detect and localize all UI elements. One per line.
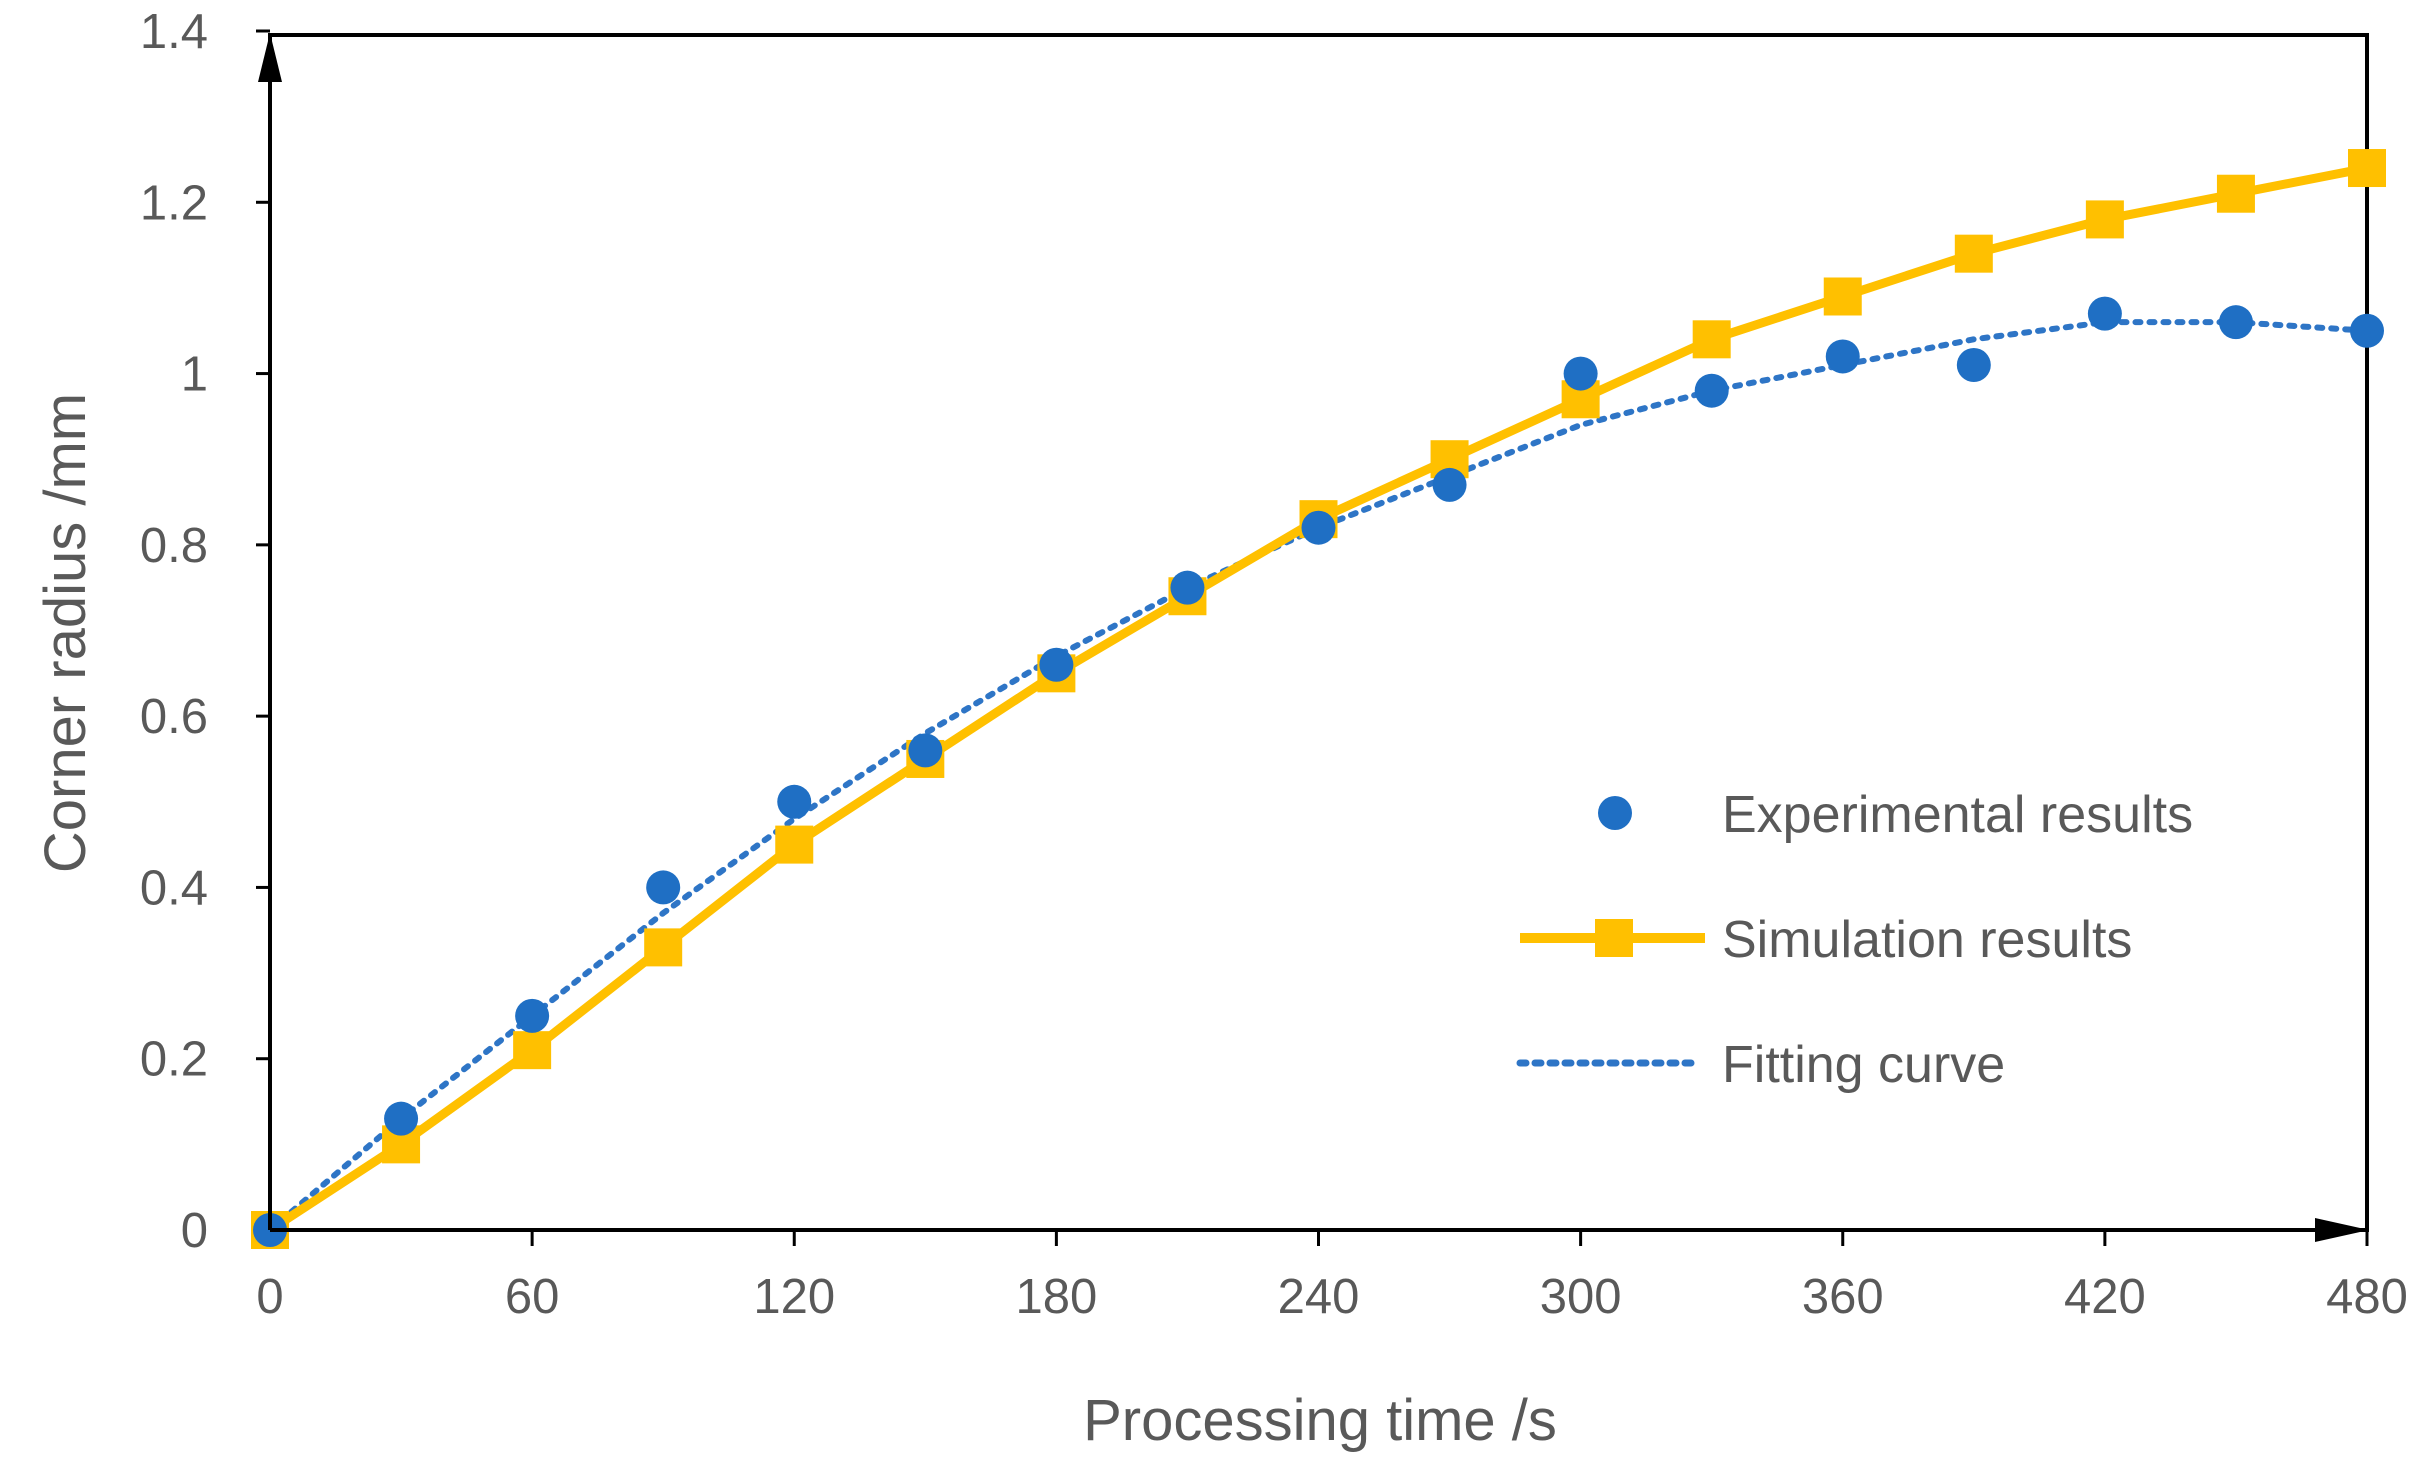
experimental-point (2087, 296, 2122, 331)
y-tick-label: 0.6 (140, 690, 208, 744)
experimental-point (1563, 356, 1598, 391)
x-tick-label: 120 (753, 1270, 835, 1324)
legend-label-experimental: Experimental results (1722, 786, 2193, 844)
experimental-point (1170, 570, 1205, 605)
legend-swatch-experimental (1598, 796, 1632, 830)
experimental-point (1956, 348, 1991, 383)
simulation-point (513, 1031, 552, 1070)
legend-label-fitting: Fitting curve (1722, 1036, 2005, 1094)
simulation-point (775, 825, 814, 864)
x-tick-label: 300 (1540, 1270, 1622, 1324)
experimental-point (2218, 305, 2253, 340)
simulation-point (1823, 277, 1862, 316)
experimental-point (1432, 467, 1467, 502)
experimental-point (908, 733, 943, 768)
experimental-point (1039, 647, 1074, 682)
experimental-point (646, 870, 681, 905)
simulation-point (644, 928, 683, 967)
y-tick-label: 1.2 (140, 176, 208, 230)
x-tick-label: 360 (1802, 1270, 1884, 1324)
x-tick-label: 480 (2326, 1270, 2408, 1324)
legend-swatch-simulation-marker (1595, 919, 1633, 957)
simulation-point (1954, 234, 1993, 273)
x-tick-label: 420 (2064, 1270, 2146, 1324)
experimental-point (1825, 339, 1860, 374)
simulation-point (2085, 200, 2124, 239)
experimental-point (777, 784, 812, 819)
experimental-point (384, 1101, 419, 1136)
x-tick-label: 240 (1278, 1270, 1360, 1324)
x-tick-label: 180 (1015, 1270, 1097, 1324)
experimental-point (1694, 373, 1729, 408)
y-axis-title: Corner radius /mm (33, 393, 98, 873)
y-tick-label: 1 (181, 348, 208, 402)
experimental-point (1301, 510, 1336, 545)
simulation-point (1692, 320, 1731, 359)
y-axis-arrowhead (258, 33, 282, 82)
tick-layer: 0 60 120 180 240 300 360 420 480 0 0.2 0.4 0.6 0.8 1 1.… (140, 5, 2408, 1324)
y-tick-label: 0.8 (140, 519, 208, 573)
x-tick-label: 60 (505, 1270, 560, 1324)
series-layer (251, 149, 2386, 1249)
simulation-point (2348, 149, 2386, 188)
y-tick-label: 0.4 (140, 861, 208, 915)
legend: Experimental results Simulation results … (1516, 786, 2193, 1094)
experimental-point (2350, 313, 2384, 348)
x-axis-title: Processing time /s (1083, 1388, 1557, 1453)
x-tick-label: 0 (256, 1270, 283, 1324)
experimental-point (515, 998, 550, 1033)
y-tick-label: 0.2 (140, 1033, 208, 1087)
simulation-point (2216, 174, 2255, 213)
x-axis-arrowhead (2315, 1218, 2369, 1242)
y-tick-label: 1.4 (140, 5, 208, 59)
y-tick-label: 0 (181, 1204, 208, 1258)
legend-label-simulation: Simulation results (1722, 911, 2132, 969)
